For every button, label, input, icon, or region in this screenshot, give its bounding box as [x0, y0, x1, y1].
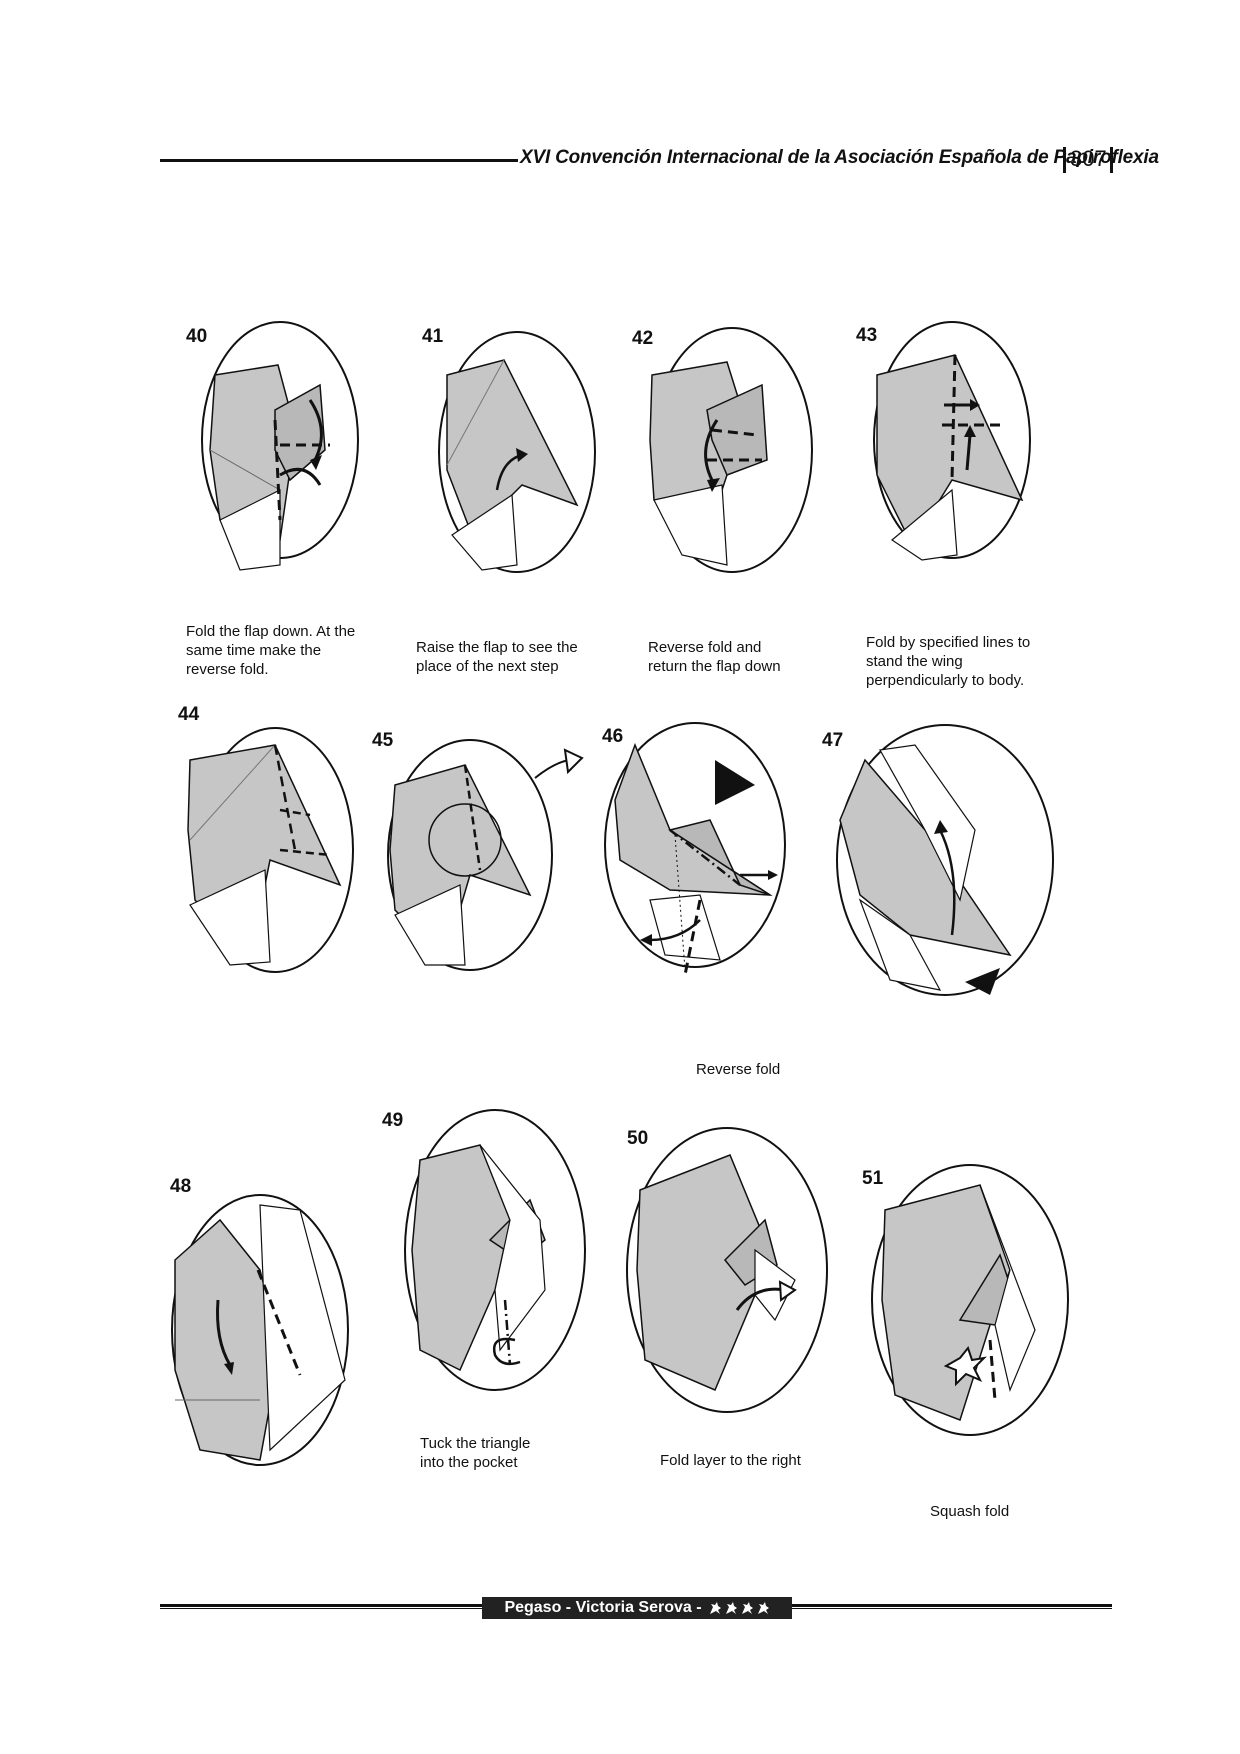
step-caption: Tuck the triangle into the pocket — [420, 1435, 531, 1471]
pegasus-icon — [724, 1601, 738, 1615]
footer-rule-right — [792, 1604, 1112, 1609]
step-caption: Reverse fold — [696, 1061, 781, 1078]
header-separator-left — [1063, 147, 1066, 173]
step-number: 41 — [422, 326, 444, 347]
step-45-diagram — [387, 739, 584, 971]
step-45: 45 — [370, 720, 590, 1020]
step-49-diagram — [404, 1109, 586, 1391]
step-caption: Raise the flap to see the place of the n… — [416, 639, 578, 675]
step-46-diagram — [604, 722, 786, 976]
step-50: 50 Fold layer to the right — [615, 1120, 835, 1469]
footer-text: Pegaso - Victoria Serova - — [504, 1599, 702, 1616]
step-number: 50 — [627, 1128, 649, 1149]
step-number: 46 — [602, 726, 624, 747]
header-rule — [160, 159, 518, 162]
step-43-diagram — [873, 321, 1031, 561]
step-caption: Fold the flap down. At the same time mak… — [186, 623, 356, 678]
step-51-diagram — [871, 1164, 1069, 1436]
step-number: 49 — [382, 1110, 404, 1131]
step-48: 48 — [160, 1150, 360, 1510]
step-number: 47 — [822, 730, 844, 751]
footer-rule-left — [160, 1604, 482, 1609]
step-41-diagram — [438, 331, 596, 573]
pegasus-icon — [740, 1601, 754, 1615]
step-49: 49 Tuck the triangle into the pocket — [380, 1100, 600, 1471]
step-number: 45 — [372, 730, 394, 751]
step-47: 47 — [820, 720, 1060, 1020]
step-40: 40 Fold the flap down. At the same time … — [180, 320, 380, 678]
step-number: 42 — [632, 328, 654, 349]
step-number: 48 — [170, 1176, 192, 1197]
pegasus-icon — [756, 1601, 770, 1615]
page-number: 307 — [1070, 146, 1107, 171]
header-title: XVI Convención Internacional de la Asoci… — [520, 147, 1159, 168]
footer-label: Pegaso - Victoria Serova - — [482, 1597, 792, 1619]
step-44-diagram — [187, 727, 354, 973]
step-caption: Squash fold — [930, 1503, 1010, 1520]
step-number: 40 — [186, 326, 208, 347]
step-42: 42 Reverse fold and return the flap down — [632, 320, 832, 675]
step-caption: Reverse fold and return the flap down — [648, 639, 781, 675]
step-50-diagram — [626, 1127, 828, 1413]
step-number: 43 — [856, 325, 878, 346]
pegasus-icon — [708, 1601, 722, 1615]
step-43: 43 Fold by specified lines to stand the … — [852, 315, 1082, 689]
step-51: 51 Squash fold — [860, 1140, 1080, 1520]
step-40-diagram — [201, 321, 359, 571]
step-41: 41 Raise the flap to see the place of th… — [412, 320, 612, 675]
step-number: 44 — [178, 704, 200, 725]
step-caption: Fold layer to the right — [660, 1452, 801, 1469]
step-46: 46 Reverse fold — [590, 720, 810, 1080]
header-separator-right — [1110, 147, 1113, 173]
step-number: 51 — [862, 1168, 884, 1189]
step-caption: Fold by specified lines to stand the win… — [866, 634, 1031, 689]
step-48-diagram — [171, 1194, 349, 1466]
difficulty-rating — [708, 1601, 770, 1615]
step-42-diagram — [649, 327, 813, 573]
step-47-diagram — [836, 724, 1054, 996]
step-44: 44 — [170, 700, 354, 990]
